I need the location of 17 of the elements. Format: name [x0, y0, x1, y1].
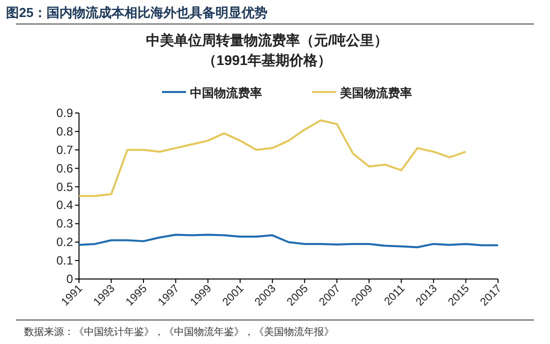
y-tick-label: 0.1 — [56, 254, 74, 268]
source-note: 数据来源：《中国统计年鉴》，《中国物流年鉴》，《美国物流年报》 — [24, 326, 334, 338]
chart-subtitle: 中美单位周转量物流费率（元/吨公里）（1991年基期价格） — [146, 32, 388, 68]
y-tick-label: 0.4 — [56, 198, 74, 212]
line-series — [78, 234, 499, 248]
y-tick-label: 0.3 — [56, 216, 74, 231]
chart-title: 图25：国内物流成本相比海外也具备明显优势 — [6, 5, 268, 20]
legend-label: 美国物流费率 — [339, 86, 412, 100]
y-tick-label: 0.2 — [56, 235, 74, 250]
legend-label: 中国物流费率 — [190, 86, 262, 100]
y-tick-label: 0.8 — [56, 124, 74, 138]
y-tick-label: 0.6 — [56, 161, 74, 176]
line-series — [78, 119, 467, 197]
y-tick-label: 0.5 — [56, 180, 74, 194]
y-tick-label: 0 — [66, 272, 74, 286]
y-tick-label: 0.9 — [56, 106, 74, 120]
y-tick-label: 0.7 — [56, 142, 74, 157]
